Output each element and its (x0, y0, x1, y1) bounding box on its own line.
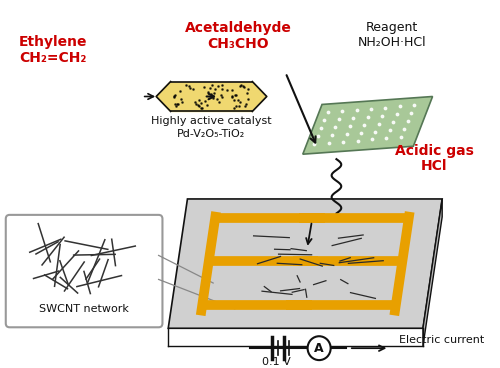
Polygon shape (252, 82, 266, 112)
Text: A: A (314, 342, 324, 355)
Text: Electric current: Electric current (399, 335, 484, 345)
Text: HCl: HCl (421, 159, 448, 173)
Text: Acidic gas: Acidic gas (395, 144, 474, 158)
Polygon shape (168, 199, 442, 328)
Polygon shape (303, 96, 432, 154)
Text: Pd-V₂O₅-TiO₂: Pd-V₂O₅-TiO₂ (178, 129, 246, 139)
Text: SWCNT network: SWCNT network (39, 304, 129, 314)
Text: CH₂=CH₂: CH₂=CH₂ (19, 51, 86, 65)
Polygon shape (423, 199, 442, 346)
Text: 0.1 V: 0.1 V (262, 357, 291, 367)
Text: NH₂OH·HCl: NH₂OH·HCl (358, 36, 426, 49)
Text: Acetaldehyde: Acetaldehyde (185, 21, 292, 35)
Circle shape (308, 336, 330, 360)
Text: Reagent: Reagent (366, 21, 418, 34)
Text: Ethylene: Ethylene (18, 35, 87, 49)
Text: CH₃CHO: CH₃CHO (208, 37, 269, 51)
Polygon shape (170, 82, 252, 112)
FancyBboxPatch shape (6, 215, 162, 327)
Text: Highly active catalyst: Highly active catalyst (151, 116, 272, 126)
Polygon shape (156, 82, 170, 112)
